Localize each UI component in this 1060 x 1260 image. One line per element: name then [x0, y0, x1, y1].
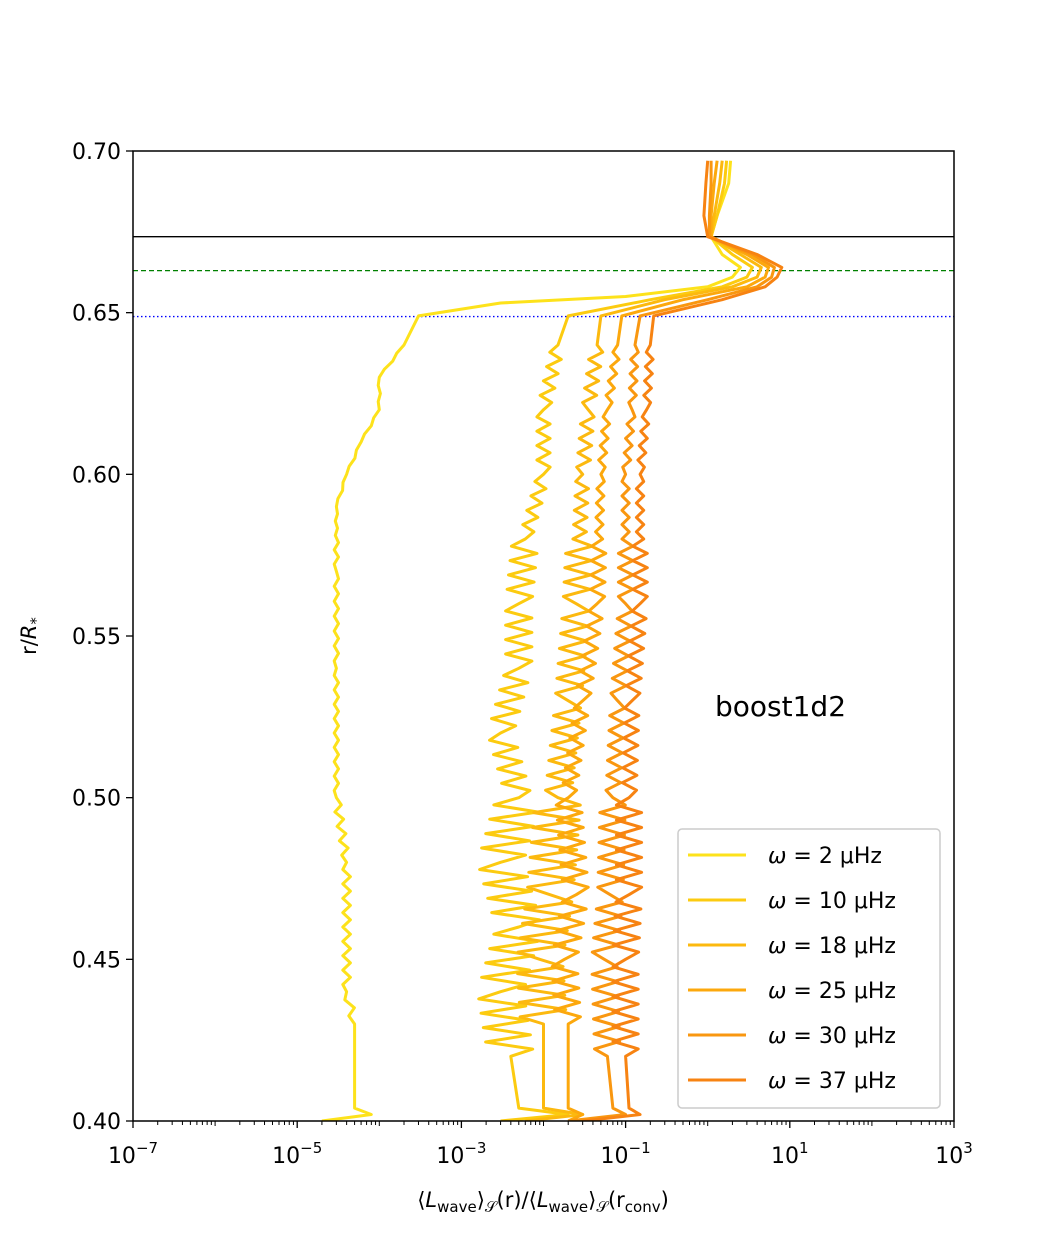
legend-box [677, 828, 941, 1109]
y-tick-label-2: 0.45 [72, 948, 121, 973]
x-tick-label-3: 10−3 [436, 1139, 486, 1169]
x-tick-label-4: 10−1 [601, 1139, 651, 1169]
x-tick-label-6: 103 [935, 1139, 973, 1169]
legend-label-1: ω = 2 μHz [768, 844, 882, 869]
legend-label-4: ω = 25 μHz [768, 979, 896, 1004]
y-axis-ticks: 0.40 0.45 0.50 0.55 0.60 0.65 0.70 [72, 140, 133, 1135]
series-line-4 [550, 160, 770, 1121]
x-axis-ticks: 10−7 10−5 10−3 10−1 101 103 [108, 1121, 973, 1169]
legend-label-2: ω = 10 μHz [768, 889, 896, 914]
legend-label-6: ω = 37 μHz [768, 1069, 896, 1094]
series-line-1 [321, 160, 742, 1121]
series-line-2 [477, 160, 754, 1121]
x-tick-label-5: 101 [771, 1139, 809, 1169]
y-tick-label-7: 0.70 [72, 140, 121, 165]
legend: ω = 2 μHz ω = 10 μHz ω = 18 μHz ω = 25 μHz ω… [677, 828, 941, 1109]
y-tick-label-3: 0.50 [72, 787, 121, 812]
legend-label-5: ω = 30 μHz [768, 1024, 896, 1049]
y-tick-label-4: 0.55 [72, 625, 121, 650]
x-tick-label-1: 10−7 [108, 1139, 158, 1169]
y-axis-label: r/R* [17, 617, 45, 655]
series-line-6 [582, 160, 784, 1121]
model-annotation: boost1d2 [715, 690, 846, 723]
y-tick-label-1: 0.40 [72, 1110, 121, 1135]
x-axis-label: ⟨Lwave⟩𝒮(r)/⟨Lwave⟩𝒮(rconv) [417, 1188, 669, 1216]
y-tick-label-6: 0.65 [72, 302, 121, 327]
x-tick-label-2: 10−5 [272, 1139, 322, 1169]
reference-lines [133, 236, 954, 318]
y-tick-label-5: 0.60 [72, 463, 121, 488]
series-layer [321, 160, 784, 1121]
legend-label-3: ω = 18 μHz [768, 934, 896, 959]
